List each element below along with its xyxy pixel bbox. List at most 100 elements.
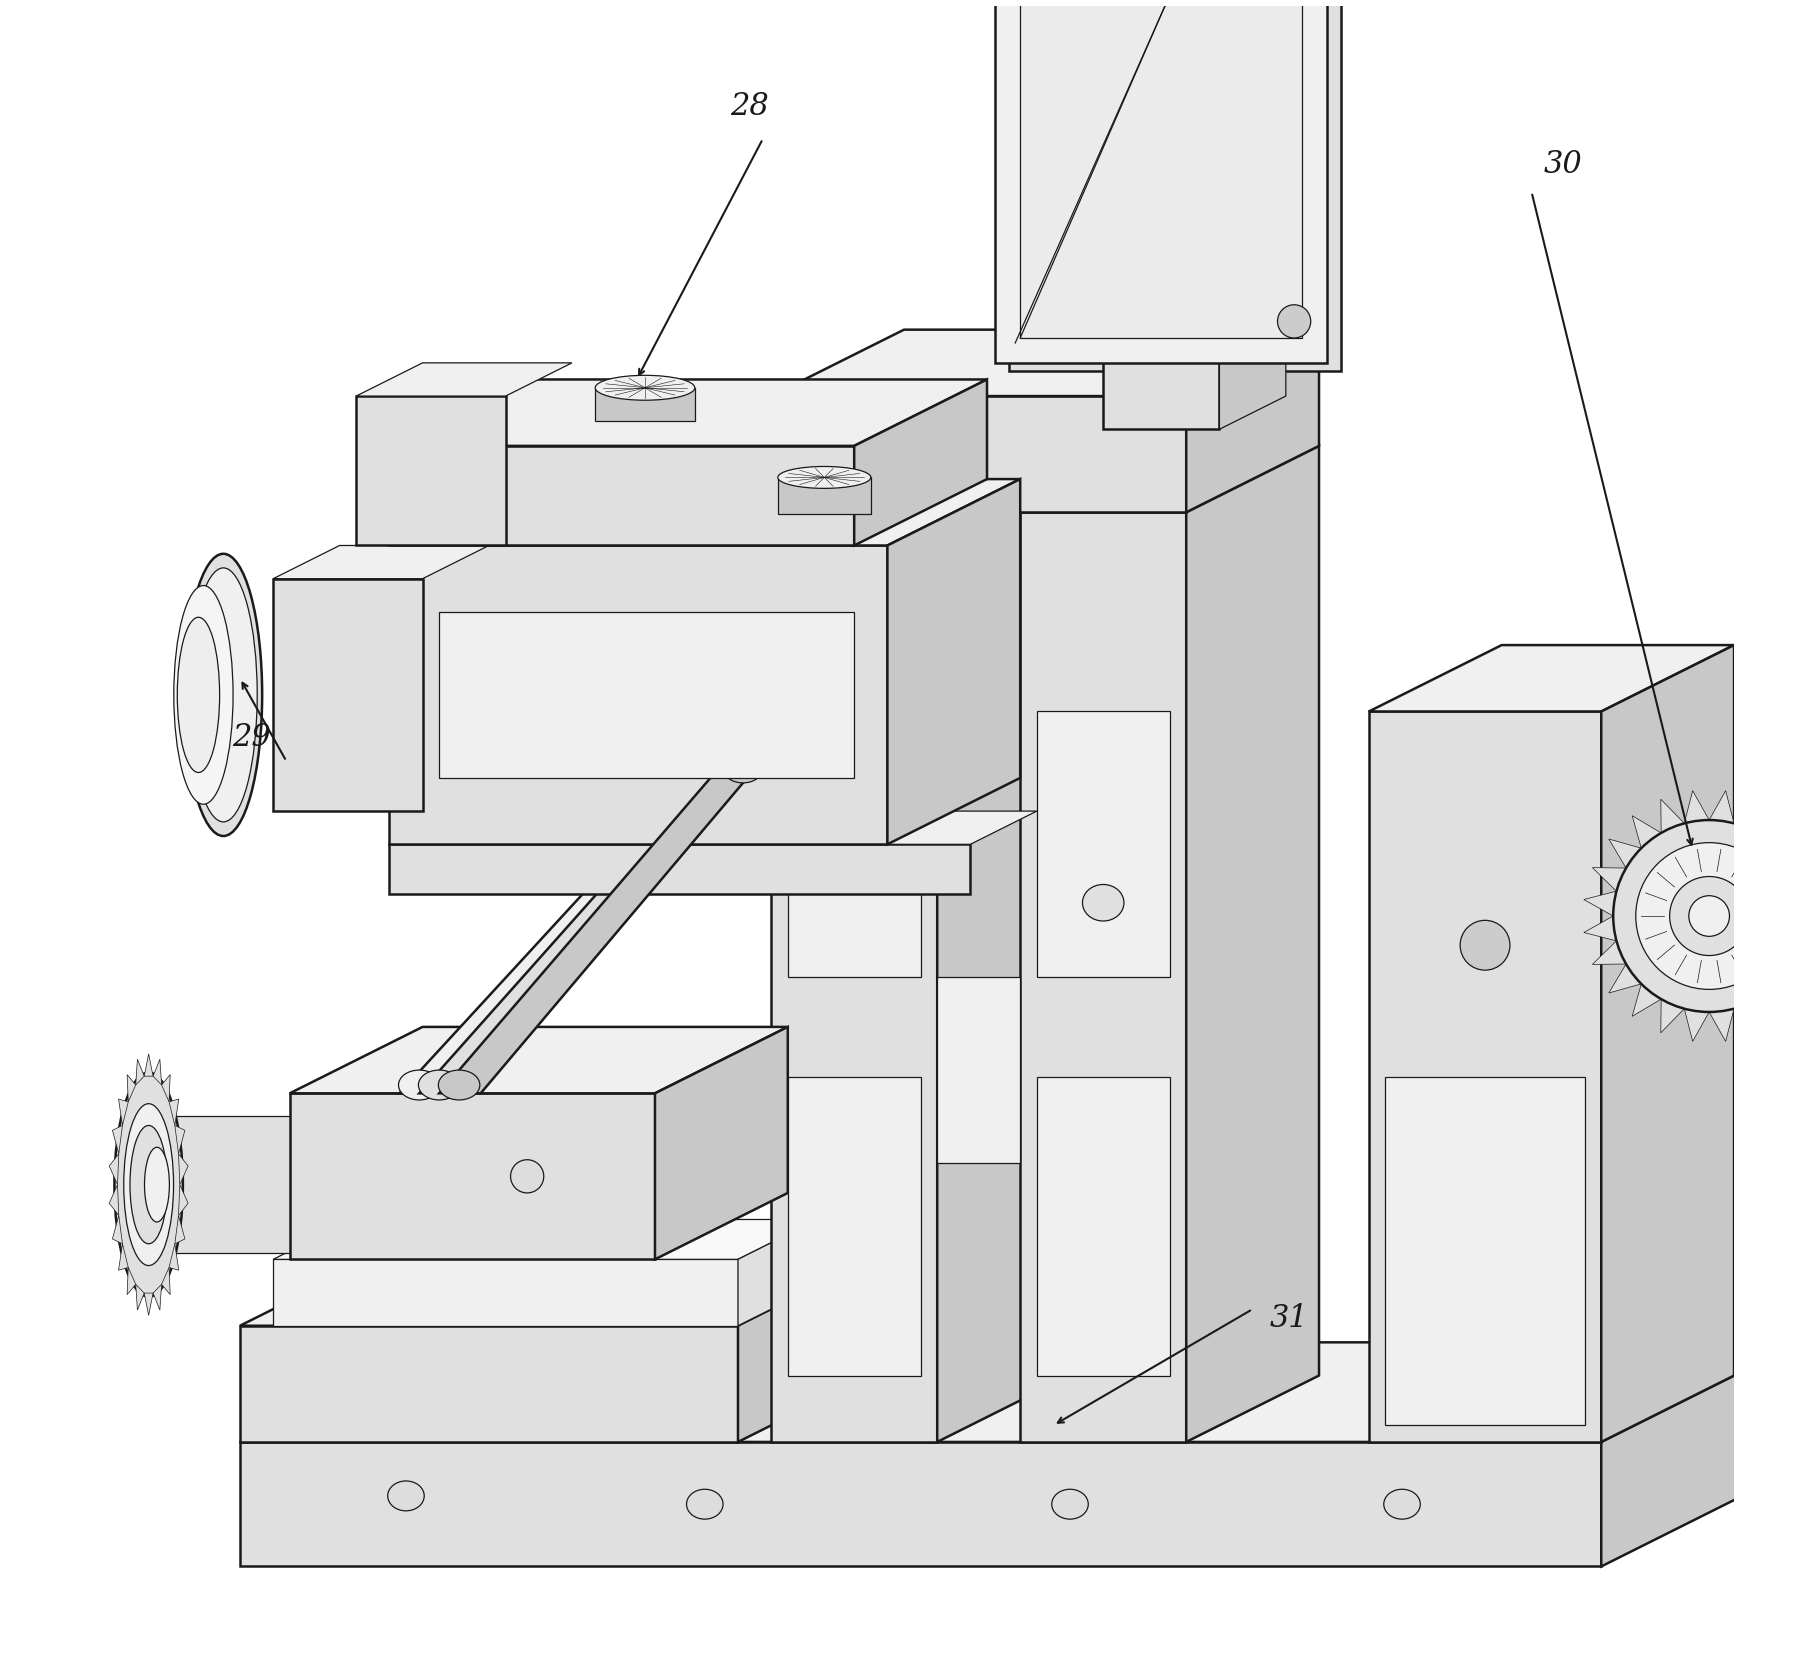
Polygon shape: [1791, 942, 1807, 965]
Polygon shape: [126, 1076, 136, 1103]
Polygon shape: [273, 1220, 817, 1260]
Polygon shape: [1776, 964, 1807, 994]
Polygon shape: [356, 397, 506, 545]
Polygon shape: [132, 1116, 331, 1253]
Ellipse shape: [703, 756, 741, 783]
Ellipse shape: [723, 756, 761, 783]
Polygon shape: [1601, 1342, 1800, 1566]
Polygon shape: [1684, 791, 1708, 823]
Polygon shape: [126, 1268, 136, 1295]
Polygon shape: [154, 1285, 161, 1310]
Polygon shape: [1592, 942, 1624, 965]
Ellipse shape: [1052, 1489, 1088, 1519]
Polygon shape: [161, 1076, 170, 1103]
Circle shape: [1612, 820, 1803, 1012]
Circle shape: [1460, 920, 1509, 970]
Polygon shape: [273, 545, 488, 579]
Polygon shape: [108, 1184, 119, 1216]
Ellipse shape: [437, 1071, 479, 1101]
Polygon shape: [273, 1260, 737, 1327]
Polygon shape: [887, 480, 1019, 845]
Polygon shape: [439, 612, 853, 778]
Polygon shape: [136, 1285, 145, 1310]
Polygon shape: [1802, 892, 1807, 917]
Polygon shape: [595, 388, 694, 422]
Ellipse shape: [398, 1071, 439, 1101]
Ellipse shape: [417, 1071, 459, 1101]
Polygon shape: [175, 1216, 184, 1245]
Polygon shape: [389, 447, 853, 545]
Polygon shape: [777, 478, 871, 515]
Polygon shape: [289, 1027, 788, 1094]
Polygon shape: [936, 977, 1019, 1163]
Polygon shape: [175, 1126, 184, 1154]
Polygon shape: [1632, 984, 1661, 1017]
Polygon shape: [1608, 964, 1641, 994]
Ellipse shape: [173, 586, 233, 805]
Polygon shape: [1035, 713, 1169, 977]
Polygon shape: [1708, 791, 1733, 823]
Circle shape: [1668, 877, 1747, 955]
Polygon shape: [161, 1268, 170, 1295]
Circle shape: [1688, 897, 1729, 937]
Polygon shape: [108, 1154, 119, 1184]
Polygon shape: [1185, 331, 1319, 514]
Polygon shape: [772, 447, 1070, 514]
Polygon shape: [356, 363, 571, 397]
Polygon shape: [996, 0, 1326, 363]
Polygon shape: [1368, 646, 1733, 713]
Polygon shape: [289, 1094, 654, 1260]
Polygon shape: [772, 331, 1319, 397]
Polygon shape: [1102, 0, 1218, 430]
Ellipse shape: [114, 1072, 183, 1297]
Ellipse shape: [190, 569, 257, 823]
Polygon shape: [168, 1245, 179, 1270]
Polygon shape: [1592, 868, 1624, 892]
Polygon shape: [1583, 917, 1615, 942]
Ellipse shape: [1382, 1489, 1420, 1519]
Ellipse shape: [130, 1126, 168, 1245]
Polygon shape: [772, 397, 1185, 514]
Polygon shape: [1791, 868, 1807, 892]
Polygon shape: [737, 1260, 871, 1442]
Circle shape: [1635, 843, 1782, 990]
Polygon shape: [788, 713, 920, 977]
Polygon shape: [240, 1342, 1800, 1442]
Polygon shape: [145, 1054, 154, 1076]
Ellipse shape: [145, 1148, 170, 1223]
Polygon shape: [1802, 917, 1807, 942]
Text: 31: 31: [1269, 1302, 1306, 1333]
Polygon shape: [389, 545, 887, 845]
Ellipse shape: [123, 1104, 173, 1266]
Polygon shape: [1368, 713, 1601, 1442]
Text: 30: 30: [1543, 149, 1581, 181]
Polygon shape: [788, 1077, 920, 1375]
Polygon shape: [168, 1099, 179, 1126]
Ellipse shape: [177, 617, 219, 773]
Text: 29: 29: [231, 721, 271, 753]
Polygon shape: [1733, 800, 1756, 833]
Polygon shape: [1661, 800, 1684, 833]
Polygon shape: [273, 579, 423, 811]
Polygon shape: [1035, 1077, 1169, 1375]
Polygon shape: [179, 1154, 188, 1184]
Polygon shape: [1756, 984, 1785, 1017]
Polygon shape: [240, 1442, 1601, 1566]
Polygon shape: [1601, 646, 1733, 1442]
Polygon shape: [439, 761, 761, 1094]
Polygon shape: [1661, 999, 1684, 1034]
Polygon shape: [772, 514, 936, 1442]
Text: 28: 28: [730, 90, 768, 122]
Polygon shape: [112, 1126, 123, 1154]
Polygon shape: [1684, 1009, 1708, 1042]
Polygon shape: [1218, 0, 1285, 430]
Polygon shape: [119, 1099, 128, 1126]
Polygon shape: [119, 1245, 128, 1270]
Polygon shape: [112, 1216, 123, 1245]
Polygon shape: [654, 1027, 788, 1260]
Polygon shape: [179, 1184, 188, 1216]
Ellipse shape: [1082, 885, 1124, 922]
Polygon shape: [1185, 447, 1319, 1442]
Polygon shape: [737, 1220, 817, 1327]
Ellipse shape: [777, 467, 871, 489]
